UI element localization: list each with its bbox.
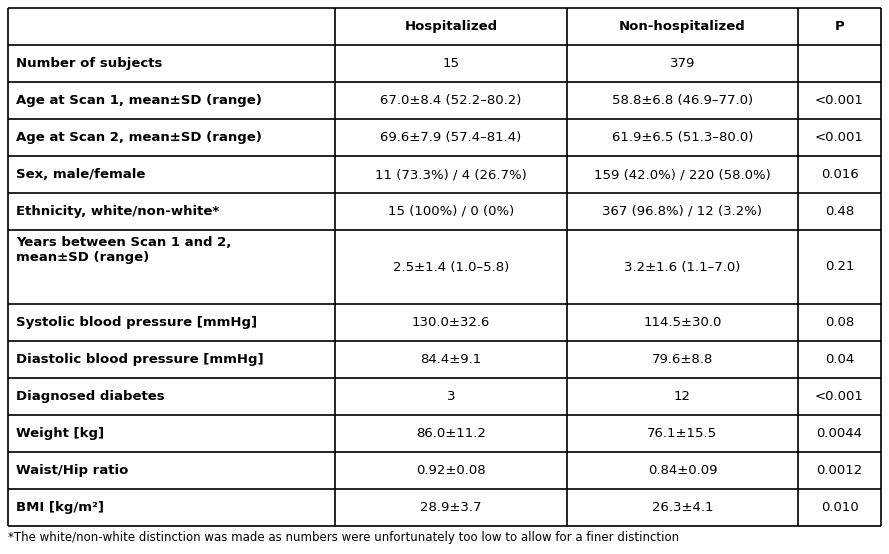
Text: 84.4±9.1: 84.4±9.1	[420, 353, 482, 366]
Text: <0.001: <0.001	[815, 131, 864, 144]
Text: Diastolic blood pressure [mmHg]: Diastolic blood pressure [mmHg]	[16, 353, 264, 366]
Text: BMI [kg/m²]: BMI [kg/m²]	[16, 501, 104, 514]
Text: 28.9±3.7: 28.9±3.7	[420, 501, 482, 514]
Text: 12: 12	[674, 390, 691, 403]
Text: 3.2±1.6 (1.1–7.0): 3.2±1.6 (1.1–7.0)	[624, 260, 741, 274]
Text: 26.3±4.1: 26.3±4.1	[652, 501, 713, 514]
Text: 0.08: 0.08	[825, 316, 854, 329]
Text: 0.04: 0.04	[825, 353, 854, 366]
Text: 15: 15	[443, 57, 460, 70]
Text: Ethnicity, white/non-white*: Ethnicity, white/non-white*	[16, 205, 220, 218]
Text: *The white/non-white distinction was made as numbers were unfortunately too low : *The white/non-white distinction was mad…	[8, 531, 679, 544]
Text: 0.0012: 0.0012	[816, 464, 862, 477]
Text: 11 (73.3%) / 4 (26.7%): 11 (73.3%) / 4 (26.7%)	[375, 168, 527, 181]
Text: 0.84±0.09: 0.84±0.09	[648, 464, 717, 477]
Text: Systolic blood pressure [mmHg]: Systolic blood pressure [mmHg]	[16, 316, 257, 329]
Text: 367 (96.8%) / 12 (3.2%): 367 (96.8%) / 12 (3.2%)	[603, 205, 763, 218]
Text: 79.6±8.8: 79.6±8.8	[652, 353, 713, 366]
Text: 76.1±15.5: 76.1±15.5	[647, 427, 717, 440]
Text: Age at Scan 1, mean±SD (range): Age at Scan 1, mean±SD (range)	[16, 94, 262, 107]
Text: 15 (100%) / 0 (0%): 15 (100%) / 0 (0%)	[388, 205, 514, 218]
Text: Hospitalized: Hospitalized	[404, 20, 498, 33]
Text: 0.48: 0.48	[825, 205, 854, 218]
Text: P: P	[835, 20, 845, 33]
Text: <0.001: <0.001	[815, 390, 864, 403]
Text: 67.0±8.4 (52.2–80.2): 67.0±8.4 (52.2–80.2)	[380, 94, 522, 107]
Text: 86.0±11.2: 86.0±11.2	[416, 427, 486, 440]
Text: 379: 379	[669, 57, 695, 70]
Text: 58.8±6.8 (46.9–77.0): 58.8±6.8 (46.9–77.0)	[612, 94, 753, 107]
Text: 3: 3	[447, 390, 455, 403]
Text: 0.016: 0.016	[821, 168, 859, 181]
Text: 61.9±6.5 (51.3–80.0): 61.9±6.5 (51.3–80.0)	[612, 131, 753, 144]
Text: 2.5±1.4 (1.0–5.8): 2.5±1.4 (1.0–5.8)	[393, 260, 509, 274]
Text: Waist/Hip ratio: Waist/Hip ratio	[16, 464, 128, 477]
Text: <0.001: <0.001	[815, 94, 864, 107]
Text: Non-hospitalized: Non-hospitalized	[619, 20, 746, 33]
Text: 114.5±30.0: 114.5±30.0	[644, 316, 722, 329]
Text: 130.0±32.6: 130.0±32.6	[412, 316, 490, 329]
Text: 159 (42.0%) / 220 (58.0%): 159 (42.0%) / 220 (58.0%)	[594, 168, 771, 181]
Text: Diagnosed diabetes: Diagnosed diabetes	[16, 390, 164, 403]
Text: 69.6±7.9 (57.4–81.4): 69.6±7.9 (57.4–81.4)	[380, 131, 522, 144]
Text: Number of subjects: Number of subjects	[16, 57, 163, 70]
Text: 0.92±0.08: 0.92±0.08	[416, 464, 486, 477]
Text: 0.010: 0.010	[821, 501, 859, 514]
Text: Age at Scan 2, mean±SD (range): Age at Scan 2, mean±SD (range)	[16, 131, 262, 144]
Text: 0.0044: 0.0044	[816, 427, 862, 440]
Text: Sex, male/female: Sex, male/female	[16, 168, 146, 181]
Text: Weight [kg]: Weight [kg]	[16, 427, 104, 440]
Text: Years between Scan 1 and 2,
mean±SD (range): Years between Scan 1 and 2, mean±SD (ran…	[16, 236, 231, 264]
Text: 0.21: 0.21	[825, 260, 854, 274]
